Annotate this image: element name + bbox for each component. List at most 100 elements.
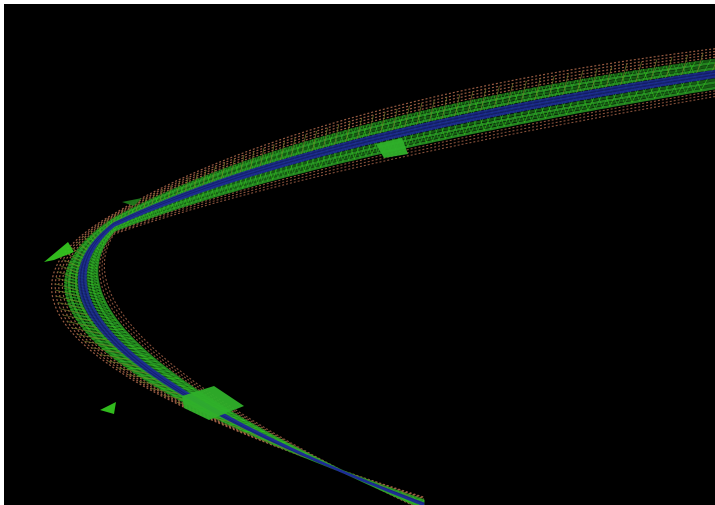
mesh-spoke [127,205,132,217]
mesh-triangle [356,120,380,158]
mesh-spoke [312,130,317,151]
mesh-triangle [133,372,189,386]
mesh-triangle [404,109,429,147]
mesh-triangle [150,191,168,216]
mesh-triangle [184,177,203,205]
mesh-triangle [657,62,688,97]
mesh-triangle [280,142,301,177]
mesh-spoke [91,347,123,354]
mesh-spoke [59,265,79,274]
mesh-spoke [240,155,245,173]
mesh-spoke [107,360,140,368]
mesh-triangle [569,76,598,113]
mesh-triangle [167,184,185,210]
mesh-spoke [480,88,487,111]
mesh-triangle [64,288,106,303]
lower-left-sliver [100,402,116,414]
mesh-spoke [57,271,78,280]
mesh-spoke [222,423,249,431]
mesh-triangle [73,244,100,261]
mesh-triangle [441,100,467,139]
mesh-triangle [159,188,176,213]
mesh-spoke [202,169,207,186]
mesh-spoke [138,381,170,388]
mesh-triangle [480,92,507,131]
mesh-spoke [712,62,715,71]
mesh-spoke [380,111,386,133]
mesh-triangle [591,72,620,109]
mesh-spoke [151,193,155,206]
mesh-spoke [605,66,613,88]
mesh-triangle [513,86,541,124]
mesh-spoke [67,321,98,328]
mesh-triangle [506,87,534,125]
mesh-spoke [112,213,117,224]
mesh-triangle [123,365,180,379]
mesh-spoke [150,388,182,395]
mesh-triangle [620,67,650,104]
mesh-spoke [429,100,435,122]
mesh-triangle [64,270,99,286]
mesh-spoke [416,102,423,125]
mesh-spoke [290,137,296,157]
outer-edge-line [50,48,715,498]
mesh-triangle [175,180,194,208]
mesh-triangle [650,63,681,98]
mesh-triangle [85,332,139,346]
mesh-spoke [56,295,83,303]
mesh-spoke [159,189,164,203]
mesh-triangle [75,241,100,259]
mesh-triangle [527,83,555,121]
mesh-triangle [681,58,712,93]
mesh-spoke [534,78,541,100]
mesh-spoke [135,201,139,213]
mesh-triangle [635,65,665,101]
mesh-triangle [520,84,548,122]
mesh-triangle [460,96,487,135]
mesh-spoke [72,327,103,335]
mesh-spoke [99,354,131,361]
mesh-triangle [69,249,98,267]
mesh-spoke [323,127,328,148]
mesh-triangle [98,345,154,359]
mesh-triangle [106,351,162,366]
mesh-spoke [249,151,255,170]
mesh-spoke [467,91,474,114]
mesh-triangle [493,89,520,128]
mesh-spoke [576,70,584,93]
mesh-triangle [220,162,240,194]
mesh-spoke [259,147,265,167]
mesh-triangle [467,95,493,133]
mesh-triangle [576,74,605,112]
mesh-triangle [688,61,715,92]
mesh-spoke [562,73,569,95]
mesh-spoke [334,124,340,145]
mesh-patches [44,138,408,420]
large-triangle-patch [182,386,244,420]
mesh-spoke [368,114,374,136]
mesh-band [90,81,715,505]
mesh-triangle [428,103,454,141]
mesh-spoke [280,141,285,160]
mesh-spoke [175,181,180,196]
mesh-spoke [269,144,275,164]
mesh-triangle [230,159,250,191]
mesh-spoke [127,374,160,381]
left-spike-patch [44,242,74,262]
mesh-triangle [66,258,98,275]
mesh-spoke [548,75,555,98]
mesh-spoke [71,247,84,257]
mesh-triangle [583,73,613,110]
mesh-triangle [72,313,122,327]
mesh-triangle [75,319,127,334]
mesh-spoke [441,97,448,119]
mesh-spoke [55,283,79,291]
mesh-spoke [77,334,109,341]
mesh-triangle [605,70,635,106]
mesh-triangle [64,264,98,280]
mesh-spoke [55,289,80,297]
mesh-spoke [507,83,514,106]
mesh-triangle [193,173,212,202]
mesh-triangle [68,252,98,269]
render-viewport[interactable] [4,4,715,505]
